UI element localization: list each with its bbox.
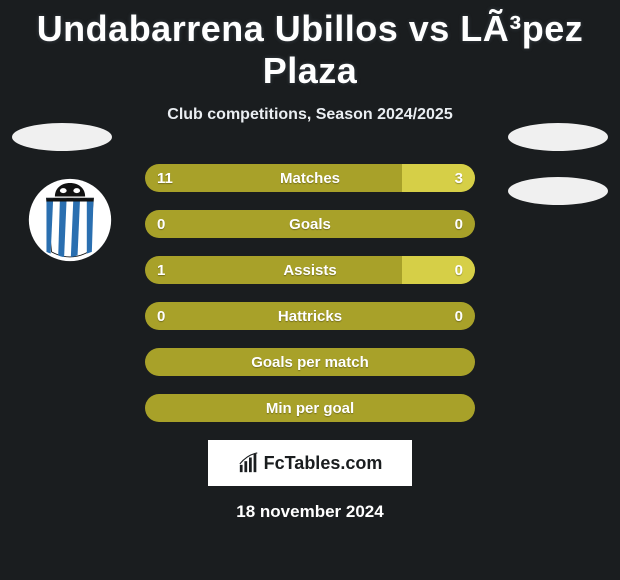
stat-row: 0Goals0 (145, 210, 475, 238)
date-label: 18 november 2024 (0, 502, 620, 522)
stat-right-value: 0 (455, 216, 463, 233)
stat-right-value: 3 (455, 170, 463, 187)
stat-label: Min per goal (145, 400, 475, 417)
stat-row: 1Assists0 (145, 256, 475, 284)
stat-label: Goals (145, 216, 475, 233)
left-team-ellipse (12, 123, 112, 151)
stat-row: 0Hattricks0 (145, 302, 475, 330)
stat-right-value: 0 (455, 308, 463, 325)
stat-label: Matches (145, 170, 475, 187)
stat-bars: 11Matches30Goals01Assists00Hattricks0Goa… (145, 164, 475, 422)
stat-row: Min per goal (145, 394, 475, 422)
stat-row: 11Matches3 (145, 164, 475, 192)
stat-label: Hattricks (145, 308, 475, 325)
stat-label: Goals per match (145, 354, 475, 371)
watermark-bars-icon (238, 452, 260, 474)
page-title: Undabarrena Ubillos vs LÃ³pez Plaza (0, 8, 620, 92)
stat-label: Assists (145, 262, 475, 279)
stat-right-value: 0 (455, 262, 463, 279)
watermark-text: FcTables.com (264, 453, 383, 474)
subtitle: Club competitions, Season 2024/2025 (0, 106, 620, 124)
right-team-ellipse-1 (508, 123, 608, 151)
stat-row: Goals per match (145, 348, 475, 376)
watermark: FcTables.com (208, 440, 412, 486)
